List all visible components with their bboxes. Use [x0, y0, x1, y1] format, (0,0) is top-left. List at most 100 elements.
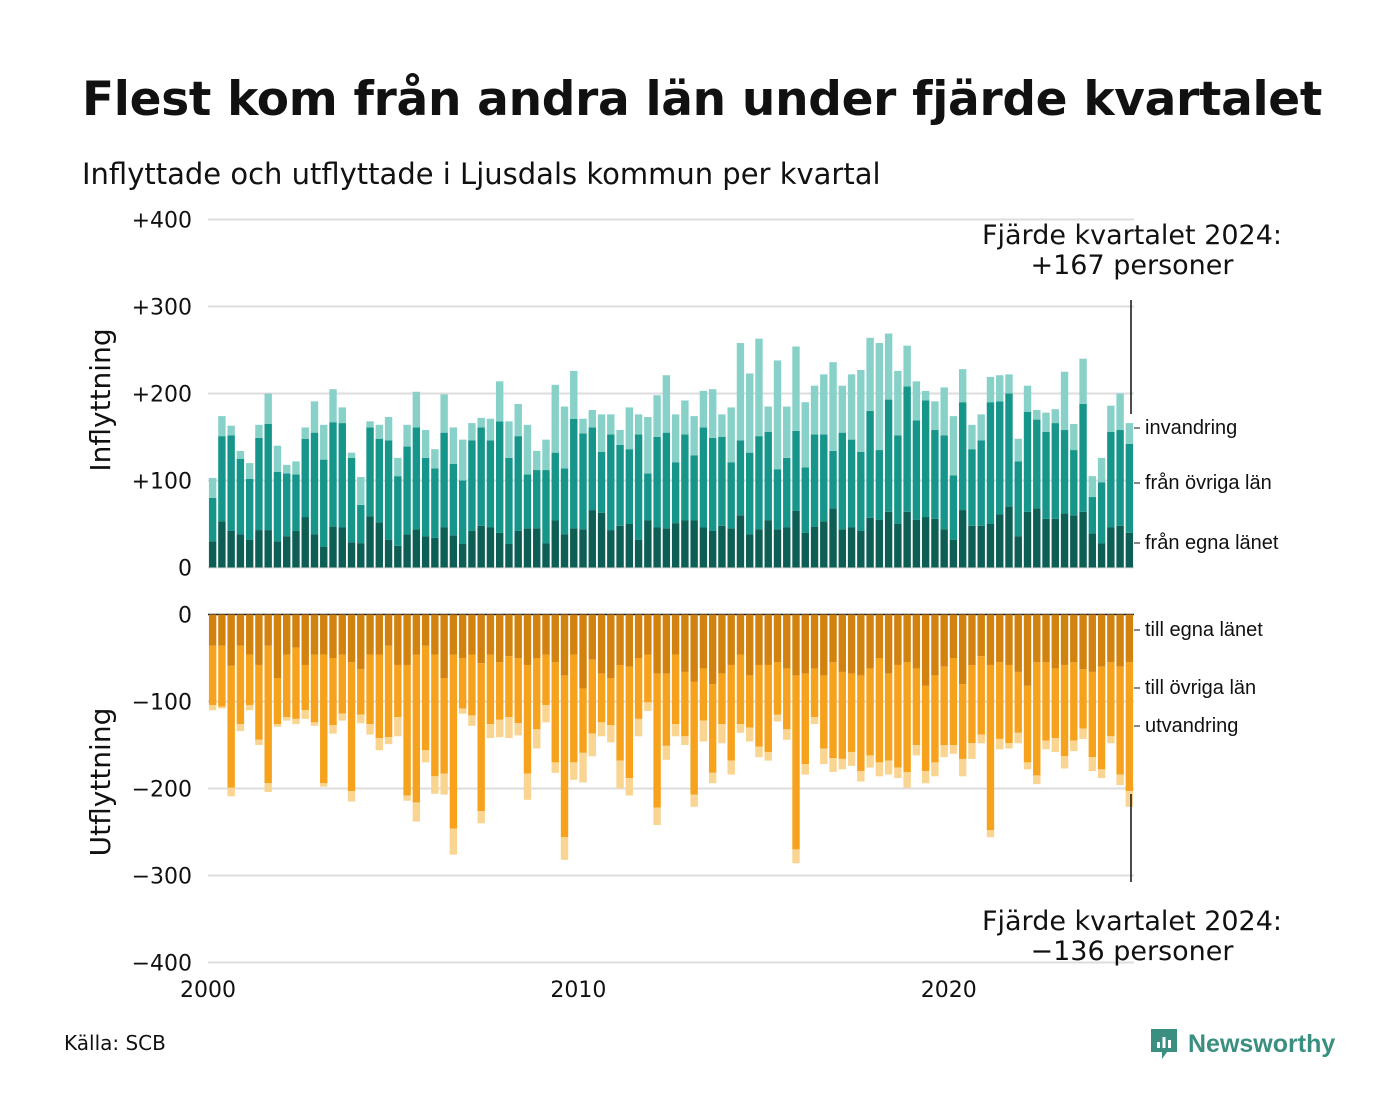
utflyttning-bar-ut_ovriga	[523, 664, 532, 774]
utflyttning-bar-ut_utvandring	[690, 794, 698, 807]
utflyttning-bar-ut_egna	[292, 614, 300, 648]
utflyttning-bar-ut_ovriga	[1107, 662, 1115, 737]
inflyttning-bar-in_ovriga	[1107, 431, 1115, 528]
inflyttning-bar-in_invandring	[1079, 358, 1087, 404]
utflyttning-bar-ut_ovriga	[1042, 662, 1050, 741]
utflyttning-bar-ut_utvandring	[533, 729, 541, 749]
inflyttning-bar-in_invandring	[968, 424, 976, 450]
inflyttning-bar-in_invandring	[746, 373, 754, 453]
inflyttning-bar-in_egna	[838, 529, 847, 568]
inflyttning-bar-in_egna	[514, 530, 522, 568]
inflyttning-bar-in_invandring	[607, 414, 615, 435]
inflyttning-bar-in_ovriga	[801, 467, 809, 533]
inflyttning-bar-in_egna	[949, 539, 958, 568]
utflyttning-bar-ut_ovriga	[1125, 662, 1134, 792]
utflyttning-bar-ut_ovriga	[949, 658, 958, 745]
inflyttning-bar-in_ovriga	[921, 400, 930, 518]
inflyttning-bar-in_ovriga	[810, 434, 819, 527]
inflyttning-bar-in_invandring	[551, 384, 559, 453]
utflyttning-bar-ut_utvandring	[579, 752, 587, 783]
inflyttning-bar-in_egna	[940, 529, 948, 568]
inflyttning-bar-in_egna	[458, 544, 467, 568]
inflyttning-bar-in_ovriga	[310, 432, 319, 535]
inflyttning-bar-in_egna	[384, 539, 393, 568]
utflyttning-bar-ut_utvandring	[403, 795, 411, 801]
inflyttning-bar-in_ovriga	[884, 399, 893, 512]
utflyttning-bar-ut_egna	[875, 614, 884, 658]
utflyttning-y-tick-label: −300	[132, 865, 192, 890]
inflyttning-bar-in_ovriga	[1033, 419, 1041, 509]
inflyttning-bar-in_ovriga	[227, 435, 235, 531]
utflyttning-bar-ut_ovriga	[227, 665, 235, 788]
utflyttning-bar-ut_ovriga	[884, 673, 893, 761]
inflyttning-bar-in_invandring	[903, 345, 911, 387]
inflyttning-bar-in_egna	[903, 511, 911, 568]
inflyttning-bar-in_invandring	[477, 417, 485, 428]
inflyttning-bar-in_egna	[283, 536, 291, 568]
utflyttning-bar-ut_utvandring	[1051, 738, 1059, 752]
inflyttning-bar-in_invandring	[329, 389, 337, 423]
utflyttning-bar-ut_utvandring	[625, 778, 634, 796]
inflyttning-bar-in_ovriga	[394, 476, 402, 546]
inflyttning-bar-in_ovriga	[820, 434, 828, 522]
inflyttning-bar-in_egna	[338, 527, 346, 568]
inflyttning-bar-in_ovriga	[236, 458, 245, 535]
inflyttning-bar-in_invandring	[449, 427, 458, 464]
inflyttning-bar-in_invandring	[338, 407, 346, 424]
inflyttning-bar-in_ovriga	[727, 462, 735, 529]
inflyttning-bar-in_invandring	[755, 338, 763, 437]
utflyttning-bar-ut_ovriga	[560, 675, 569, 838]
inflyttning-bar-in_egna	[394, 545, 402, 568]
utflyttning-bar-ut_utvandring	[347, 791, 356, 802]
inflyttning-bar-in_invandring	[727, 407, 735, 463]
utflyttning-bar-ut_ovriga	[588, 659, 596, 734]
inflyttning-bar-in_invandring	[634, 414, 643, 435]
utflyttning-bar-ut_ovriga	[440, 678, 448, 774]
inflyttning-bar-in_ovriga	[662, 432, 671, 529]
inflyttning-bar-in_ovriga	[1042, 431, 1050, 519]
utflyttning-bar-ut_utvandring	[968, 743, 976, 759]
utflyttning-bar-ut_egna	[903, 614, 911, 663]
utflyttning-bar-ut_ovriga	[634, 658, 643, 719]
utflyttning-bar-ut_utvandring	[875, 762, 884, 777]
utflyttning-bar-ut_ovriga	[801, 673, 809, 765]
inflyttning-bar-in_ovriga	[273, 471, 282, 542]
utflyttning-bar-ut_egna	[1051, 614, 1059, 669]
utflyttning-bar-ut_ovriga	[699, 668, 708, 721]
utflyttning-bar-ut_egna	[458, 614, 467, 658]
utflyttning-bar-ut_egna	[338, 614, 346, 655]
utflyttning-bar-ut_ovriga	[829, 662, 837, 759]
inflyttning-bar-in_invandring	[218, 416, 226, 437]
inflyttning-bar-in_invandring	[783, 406, 791, 458]
inflyttning-bar-in_ovriga	[792, 430, 800, 511]
inflyttning-bar-in_invandring	[912, 381, 921, 421]
utflyttning-bar-ut_utvandring	[903, 771, 911, 788]
utflyttning-bar-ut_ovriga	[662, 673, 671, 746]
utflyttning-bar-ut_utvandring	[1116, 774, 1124, 786]
inflyttning-bar-in_invandring	[977, 414, 985, 441]
utflyttning-bar-ut_egna	[468, 614, 476, 655]
inflyttning-bar-in_egna	[1060, 513, 1069, 568]
utflyttning-bar-ut_egna	[727, 614, 735, 665]
utflyttning-bar-ut_egna	[347, 614, 356, 663]
utflyttning-bar-ut_utvandring	[366, 724, 374, 735]
utflyttning-bar-ut_egna	[283, 614, 291, 655]
inflyttning-bar-in_egna	[329, 526, 337, 568]
inflyttning-bar-in_ovriga	[866, 410, 874, 518]
utflyttning-bar-ut_utvandring	[264, 783, 272, 792]
utflyttning-bar-ut_egna	[1079, 614, 1087, 670]
utflyttning-bar-ut_egna	[505, 614, 513, 657]
inflyttning-bar-in_egna	[375, 522, 384, 568]
inflyttning-bar-in_invandring	[940, 387, 948, 436]
inflyttning-bar-in_ovriga	[301, 438, 309, 518]
utflyttning-bar-ut_utvandring	[1070, 740, 1078, 752]
utflyttning-bar-ut_ovriga	[968, 664, 976, 744]
inflyttning-bar-in_ovriga	[894, 435, 902, 524]
inflyttning-bar-in_ovriga	[764, 431, 772, 521]
utflyttning-bar-ut_ovriga	[366, 654, 374, 725]
utflyttning-bar-ut_egna	[1097, 614, 1106, 667]
inflyttning-bar-in_invandring	[1014, 438, 1022, 462]
utflyttning-bar-ut_egna	[403, 614, 411, 665]
newsworthy-icon	[1151, 1029, 1177, 1059]
inflyttning-bar-in_ovriga	[736, 440, 745, 516]
